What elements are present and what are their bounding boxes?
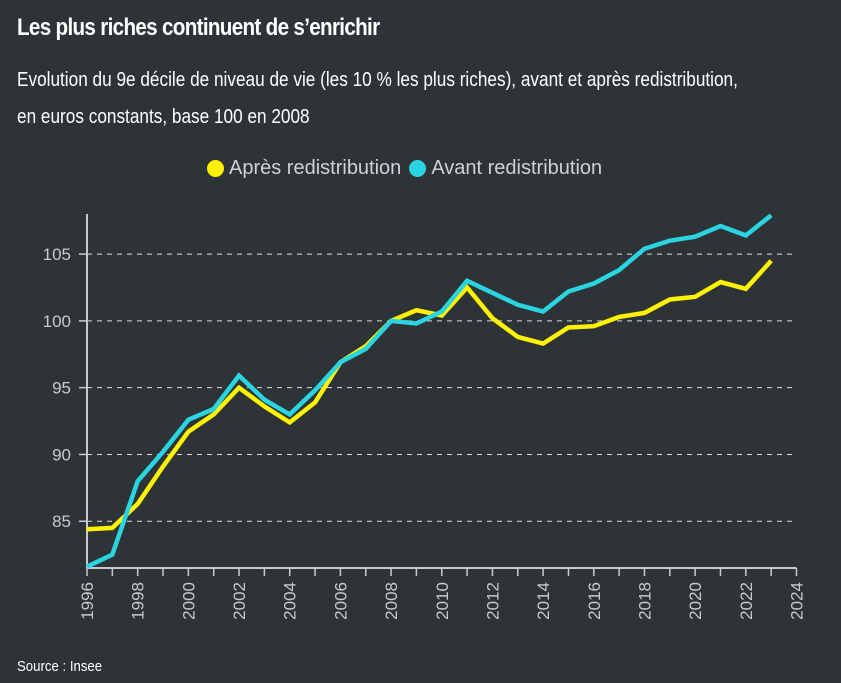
- y-tick-label-105: 105: [43, 245, 71, 264]
- x-tick-label-2010: 2010: [433, 582, 452, 620]
- x-tick-label-2008: 2008: [382, 582, 401, 620]
- source-note: Source : Insee: [17, 658, 103, 675]
- legend-label-avant: Avant redistribution: [431, 157, 603, 179]
- series-line-avant-redistribution: [86, 213, 773, 569]
- chart-legend: Après redistribution Avant redistributio…: [207, 157, 610, 180]
- legend-item-apres[interactable]: Après redistribution: [207, 157, 401, 180]
- x-tick-label-2002: 2002: [230, 582, 249, 620]
- y-tick-label-90: 90: [52, 445, 71, 464]
- x-tick-label-2018: 2018: [635, 582, 654, 620]
- subtitle-line-2: en euros constants, base 100 en 2008: [17, 106, 310, 128]
- x-tick-label-2006: 2006: [331, 582, 350, 620]
- legend-dot-avant-icon: [409, 160, 427, 177]
- y-tick-label-85: 85: [52, 512, 71, 531]
- x-tick-label-1998: 1998: [129, 582, 148, 620]
- x-tick-label-2012: 2012: [483, 582, 502, 620]
- x-tick-label-1996: 1996: [78, 582, 97, 620]
- y-tick-label-95: 95: [52, 379, 71, 398]
- subtitle-line-1: Evolution du 9e décile de niveau de vie …: [17, 69, 738, 91]
- legend-dot-apres-icon: [207, 160, 224, 177]
- chart-title: Les plus riches continuent de s’enrichir: [17, 14, 380, 41]
- x-tick-label-2020: 2020: [686, 582, 705, 620]
- x-tick-label-2022: 2022: [737, 582, 756, 620]
- x-tick-label-2014: 2014: [534, 582, 553, 620]
- x-tick-label-2004: 2004: [281, 582, 300, 620]
- chart-subtitle: Evolution du 9e décile de niveau de vie …: [17, 62, 738, 136]
- legend-item-avant[interactable]: Avant redistribution: [409, 157, 602, 180]
- y-tick-label-100: 100: [43, 312, 71, 331]
- x-tick-label-2000: 2000: [179, 582, 198, 620]
- series-line-apres-redistribution: [86, 259, 773, 532]
- x-tick-label-2024: 2024: [788, 582, 807, 620]
- legend-label-apres: Après redistribution: [229, 157, 402, 179]
- x-tick-label-2016: 2016: [585, 582, 604, 620]
